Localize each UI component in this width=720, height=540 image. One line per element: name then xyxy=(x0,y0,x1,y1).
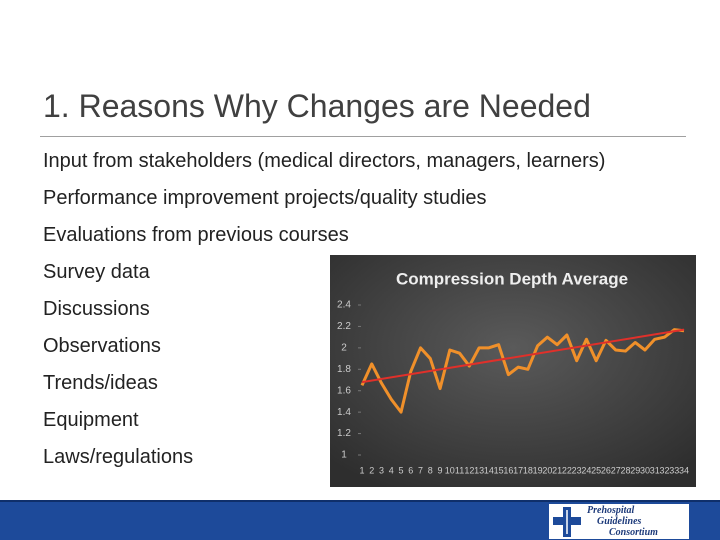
y-tick-label: 1.2 xyxy=(337,428,351,439)
y-tick-label: 1 xyxy=(341,450,347,461)
logo: Prehospital Guidelines Consortium xyxy=(548,503,690,540)
x-tick-label: 9 xyxy=(438,465,443,475)
x-tick-label: 15 xyxy=(494,465,504,475)
y-tick-label: 1.6 xyxy=(337,385,351,396)
slide-title: 1. Reasons Why Changes are Needed xyxy=(43,88,591,124)
bullet: Input from stakeholders (medical directo… xyxy=(43,150,606,172)
x-tick-label: 14 xyxy=(484,465,494,475)
logo-text: Guidelines xyxy=(597,516,642,527)
logo-text: Prehospital xyxy=(587,505,635,516)
x-tick-label: 21 xyxy=(552,465,562,475)
x-tick-label: 4 xyxy=(389,465,394,475)
x-tick-label: 27 xyxy=(611,465,621,475)
x-tick-label: 33 xyxy=(669,465,679,475)
x-tick-label: 25 xyxy=(591,465,601,475)
x-tick-label: 6 xyxy=(408,465,413,475)
x-tick-label: 13 xyxy=(474,465,484,475)
x-tick-label: 5 xyxy=(399,465,404,475)
x-tick-label: 26 xyxy=(601,465,611,475)
y-tick-label: 2.4 xyxy=(337,300,351,311)
x-tick-label: 23 xyxy=(572,465,582,475)
x-tick-label: 32 xyxy=(659,465,669,475)
y-tick-label: 1.4 xyxy=(337,407,351,418)
x-tick-label: 10 xyxy=(445,465,455,475)
x-tick-label: 18 xyxy=(523,465,533,475)
y-tick-label: 2 xyxy=(341,342,347,353)
x-tick-label: 19 xyxy=(533,465,543,475)
x-tick-label: 7 xyxy=(418,465,423,475)
x-tick-label: 1 xyxy=(359,465,364,475)
x-tick-label: 12 xyxy=(464,465,474,475)
logo-text: Consortium xyxy=(609,527,658,538)
data-line xyxy=(360,328,685,414)
x-tick-label: 30 xyxy=(640,465,650,475)
title-rule xyxy=(40,136,686,137)
chart-title: Compression Depth Average xyxy=(396,269,628,288)
x-tick-label: 17 xyxy=(513,465,523,475)
bullet: Performance improvement projects/quality… xyxy=(43,187,487,209)
x-tick-label: 20 xyxy=(542,465,552,475)
x-tick-label: 2 xyxy=(369,465,374,475)
bullet: Survey data xyxy=(43,261,150,283)
y-tick-label: 1.8 xyxy=(337,364,351,375)
bullet: Trends/ideas xyxy=(43,372,158,394)
x-tick-label: 34 xyxy=(679,465,689,475)
x-tick-label: 22 xyxy=(562,465,572,475)
bullet-list: Input from stakeholders (medical directo… xyxy=(43,148,605,481)
bullet: Discussions xyxy=(43,298,150,320)
y-tick-label: 2.2 xyxy=(337,321,351,332)
x-tick-label: 8 xyxy=(428,465,433,475)
x-tick-label: 24 xyxy=(581,465,591,475)
x-tick-label: 3 xyxy=(379,465,384,475)
chart: Compression Depth Average 1 1.2 1.4 1.6 1.8 2… xyxy=(330,255,696,487)
x-tick-label: 11 xyxy=(455,465,464,475)
bullet: Observations xyxy=(43,335,161,357)
trend-line xyxy=(361,328,685,384)
bullet: Evaluations from previous courses xyxy=(43,224,349,246)
logo-icon xyxy=(553,507,581,537)
x-tick-label: 16 xyxy=(503,465,513,475)
x-tick-label: 28 xyxy=(620,465,630,475)
x-tick-label: 31 xyxy=(650,465,660,475)
x-tick-label: 29 xyxy=(630,465,640,475)
bullet: Equipment xyxy=(43,409,139,431)
bullet: Laws/regulations xyxy=(43,446,194,468)
